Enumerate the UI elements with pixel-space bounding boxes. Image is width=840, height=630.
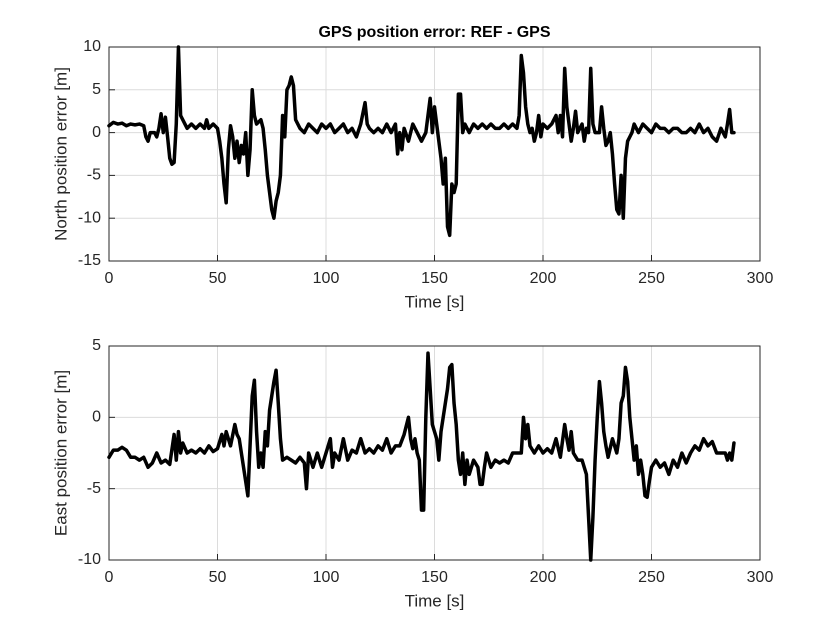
y-tick-label: -10 bbox=[78, 209, 101, 226]
x-tick-label: 300 bbox=[747, 270, 774, 287]
x-tick-label: 150 bbox=[421, 270, 448, 287]
y-tick-label: -10 bbox=[78, 551, 101, 568]
x-axis-label: Time [s] bbox=[405, 591, 465, 610]
x-tick-label: 250 bbox=[638, 569, 665, 586]
y-tick-label: -15 bbox=[78, 252, 101, 269]
x-tick-label: 50 bbox=[209, 569, 227, 586]
x-tick-label: 50 bbox=[209, 270, 227, 287]
y-axis-label: East position error [m] bbox=[51, 370, 70, 536]
chart-title: GPS position error: REF - GPS bbox=[318, 24, 550, 41]
y-tick-label: 5 bbox=[92, 81, 101, 98]
y-tick-label: -5 bbox=[87, 167, 101, 184]
axes-box bbox=[108, 345, 761, 561]
x-tick-label: 100 bbox=[313, 270, 340, 287]
y-tick-label: 0 bbox=[92, 409, 101, 426]
data-line bbox=[107, 45, 736, 238]
x-tick-label: 300 bbox=[747, 569, 774, 586]
y-tick-label: 10 bbox=[83, 38, 101, 55]
x-axis-label: Time [s] bbox=[405, 292, 465, 311]
x-tick-label: 0 bbox=[105, 569, 114, 586]
y-tick-label: 0 bbox=[92, 124, 101, 141]
y-tick-label: 5 bbox=[92, 337, 101, 354]
x-tick-label: 0 bbox=[105, 270, 114, 287]
x-tick-label: 100 bbox=[313, 569, 340, 586]
x-tick-label: 200 bbox=[530, 270, 557, 287]
data-line bbox=[107, 351, 736, 562]
x-tick-label: 200 bbox=[530, 569, 557, 586]
x-tick-label: 150 bbox=[421, 569, 448, 586]
y-tick-label: -5 bbox=[87, 480, 101, 497]
y-axis-label: North position error [m] bbox=[51, 67, 70, 241]
x-tick-label: 250 bbox=[638, 270, 665, 287]
axes-box bbox=[108, 46, 761, 262]
